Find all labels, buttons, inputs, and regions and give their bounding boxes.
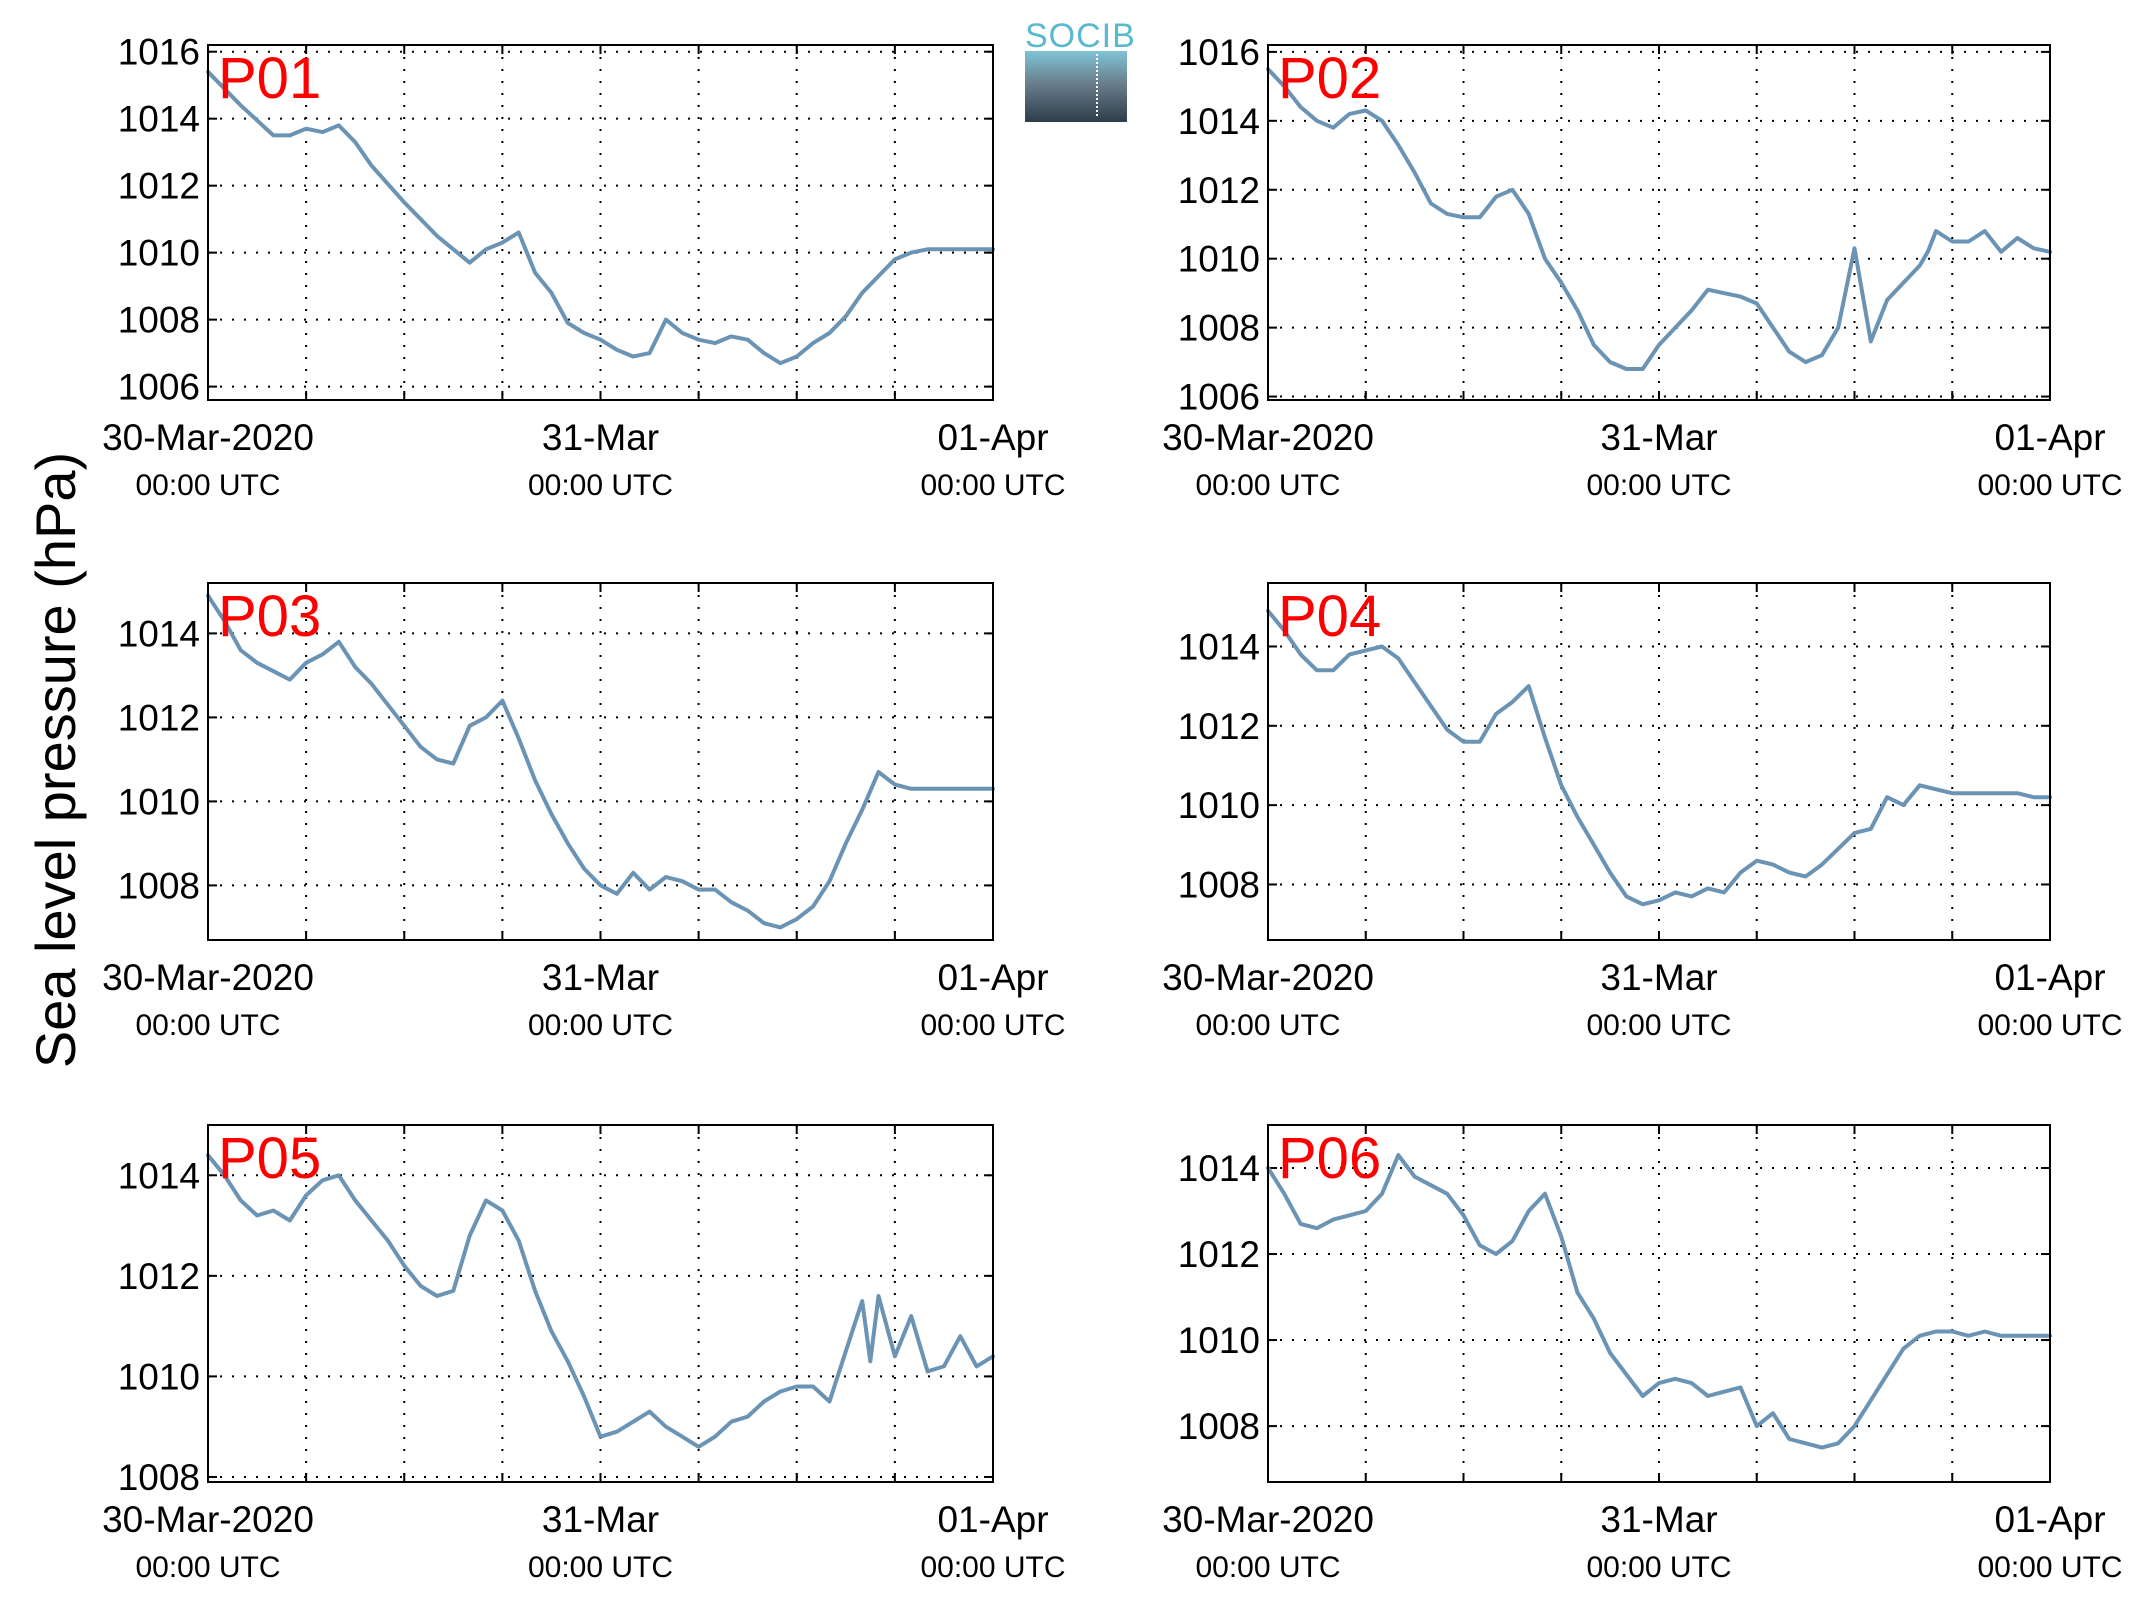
y-tick-label: 1010	[1178, 1320, 1260, 1361]
x-tick-label-time: 00:00 UTC	[1195, 1009, 1340, 1042]
y-tick-label: 1010	[118, 1356, 200, 1397]
y-tick-label: 1008	[1178, 1406, 1260, 1447]
x-tick-label-date: 01-Apr	[937, 1499, 1048, 1540]
x-tick-label-time: 00:00 UTC	[920, 1551, 1065, 1584]
x-tick-label-time: 00:00 UTC	[1195, 469, 1340, 502]
x-tick-label-date: 31-Mar	[1600, 957, 1717, 998]
y-tick-label: 1008	[1178, 308, 1260, 349]
series-line-p02	[1266, 67, 2052, 371]
panel-label: P02	[1278, 46, 1381, 111]
plot-frame	[207, 582, 994, 941]
y-tick-label: 1016	[118, 32, 200, 73]
y-tick-label: 1008	[1178, 864, 1260, 905]
panel-p03: 1008 1010 1012 1014 30-Mar-2020 00:00 UTC 31-M…	[102, 582, 1066, 1042]
y-tick-label: 1008	[118, 865, 200, 906]
panel-p06: 1008 1010 1012 1014 30-Mar-2020 00:00 UTC 31-M…	[1162, 1124, 2123, 1584]
y-tick-label: 1010	[118, 781, 200, 822]
x-tick-label-time: 00:00 UTC	[528, 469, 673, 502]
x-tick-label-time: 00:00 UTC	[920, 1009, 1065, 1042]
x-tick-label-time: 00:00 UTC	[1977, 469, 2122, 502]
plot-frame	[207, 1124, 994, 1483]
x-tick-label-date: 30-Mar-2020	[1162, 417, 1374, 458]
y-axis-label: Sea level pressure (hPa)	[24, 451, 87, 1069]
plot-frame	[1267, 1124, 2051, 1483]
y-tick-label: 1014	[118, 99, 200, 140]
y-tick-label: 1006	[118, 367, 200, 408]
series-line-p01	[206, 69, 995, 366]
panel-p01: 1006 1008 1010 1012 1014 1016 30-Mar-2020 00:00…	[102, 32, 1065, 502]
y-tick-label: 1012	[1178, 170, 1260, 211]
x-tick-label-time: 00:00 UTC	[1586, 1551, 1731, 1584]
plot-frame	[1267, 582, 2051, 941]
logo-dotted-line	[1096, 54, 1098, 116]
y-tick-label: 1010	[118, 233, 200, 274]
panel-p04: 1008 1010 1012 1014 30-Mar-2020 00:00 UTC 31-M…	[1162, 582, 2123, 1042]
x-tick-label-time: 00:00 UTC	[1195, 1551, 1340, 1584]
x-tick-label-date: 30-Mar-2020	[1162, 957, 1374, 998]
panel-p02: 1006 1008 1010 1012 1014 1016 30-Mar-2020 00:00…	[1162, 32, 2122, 502]
x-tick-label-date: 31-Mar	[542, 957, 659, 998]
y-tick-label: 1008	[118, 1457, 200, 1498]
y-tick-label: 1014	[118, 613, 200, 654]
y-tick-label: 1012	[118, 1256, 200, 1297]
panel-label: P06	[1278, 1126, 1381, 1191]
y-tick-label: 1008	[118, 300, 200, 341]
series-line-p05	[206, 1153, 995, 1449]
series-line-p04	[1266, 608, 2052, 907]
y-tick-label: 1012	[118, 166, 200, 207]
y-tick-label: 1012	[118, 697, 200, 738]
series-line-p06	[1266, 1153, 2052, 1450]
y-tick-label: 1010	[1178, 785, 1260, 826]
x-tick-label-date: 30-Mar-2020	[102, 957, 314, 998]
series-line-p03	[206, 593, 995, 930]
x-tick-label-time: 00:00 UTC	[920, 469, 1065, 502]
x-tick-label-time: 00:00 UTC	[135, 469, 280, 502]
x-tick-label-time: 00:00 UTC	[528, 1551, 673, 1584]
x-tick-label-date: 30-Mar-2020	[102, 1499, 314, 1540]
x-tick-label-date: 31-Mar	[1600, 1499, 1717, 1540]
x-tick-label-time: 00:00 UTC	[1586, 1009, 1731, 1042]
logo-image	[1025, 51, 1127, 122]
y-tick-label: 1014	[1178, 101, 1260, 142]
x-tick-label-time: 00:00 UTC	[135, 1551, 280, 1584]
x-tick-label-date: 31-Mar	[542, 1499, 659, 1540]
panel-p05: 1008 1010 1012 1014 30-Mar-2020 00:00 UTC 31-M…	[102, 1124, 1066, 1584]
x-tick-label-date: 01-Apr	[937, 417, 1048, 458]
x-tick-label-time: 00:00 UTC	[135, 1009, 280, 1042]
y-tick-label: 1016	[1178, 32, 1260, 73]
y-tick-label: 1014	[118, 1155, 200, 1196]
x-tick-label-date: 01-Apr	[1994, 957, 2105, 998]
x-tick-label-time: 00:00 UTC	[528, 1009, 673, 1042]
x-tick-label-date: 01-Apr	[1994, 417, 2105, 458]
x-tick-label-date: 01-Apr	[937, 957, 1048, 998]
y-tick-label: 1014	[1178, 1148, 1260, 1189]
x-tick-label-time: 00:00 UTC	[1977, 1009, 2122, 1042]
panel-label: P01	[218, 46, 321, 111]
y-tick-label: 1006	[1178, 377, 1260, 418]
y-tick-label: 1010	[1178, 239, 1260, 280]
plot-frame	[207, 44, 994, 401]
y-tick-label: 1014	[1178, 626, 1260, 667]
x-tick-label-time: 00:00 UTC	[1977, 1551, 2122, 1584]
logo-text: SOCIB	[1025, 17, 1136, 55]
y-tick-label: 1012	[1178, 706, 1260, 747]
socib-logo: SOCIB	[1025, 17, 1136, 122]
x-tick-label-date: 31-Mar	[1600, 417, 1717, 458]
x-tick-label-date: 30-Mar-2020	[1162, 1499, 1374, 1540]
x-tick-label-date: 30-Mar-2020	[102, 417, 314, 458]
x-tick-label-time: 00:00 UTC	[1586, 469, 1731, 502]
panel-label: P05	[218, 1126, 321, 1191]
y-tick-label: 1012	[1178, 1234, 1260, 1275]
panel-label: P04	[1278, 584, 1381, 649]
x-tick-label-date: 31-Mar	[542, 417, 659, 458]
panel-label: P03	[218, 584, 321, 649]
plot-frame	[1267, 44, 2051, 401]
x-tick-label-date: 01-Apr	[1994, 1499, 2105, 1540]
